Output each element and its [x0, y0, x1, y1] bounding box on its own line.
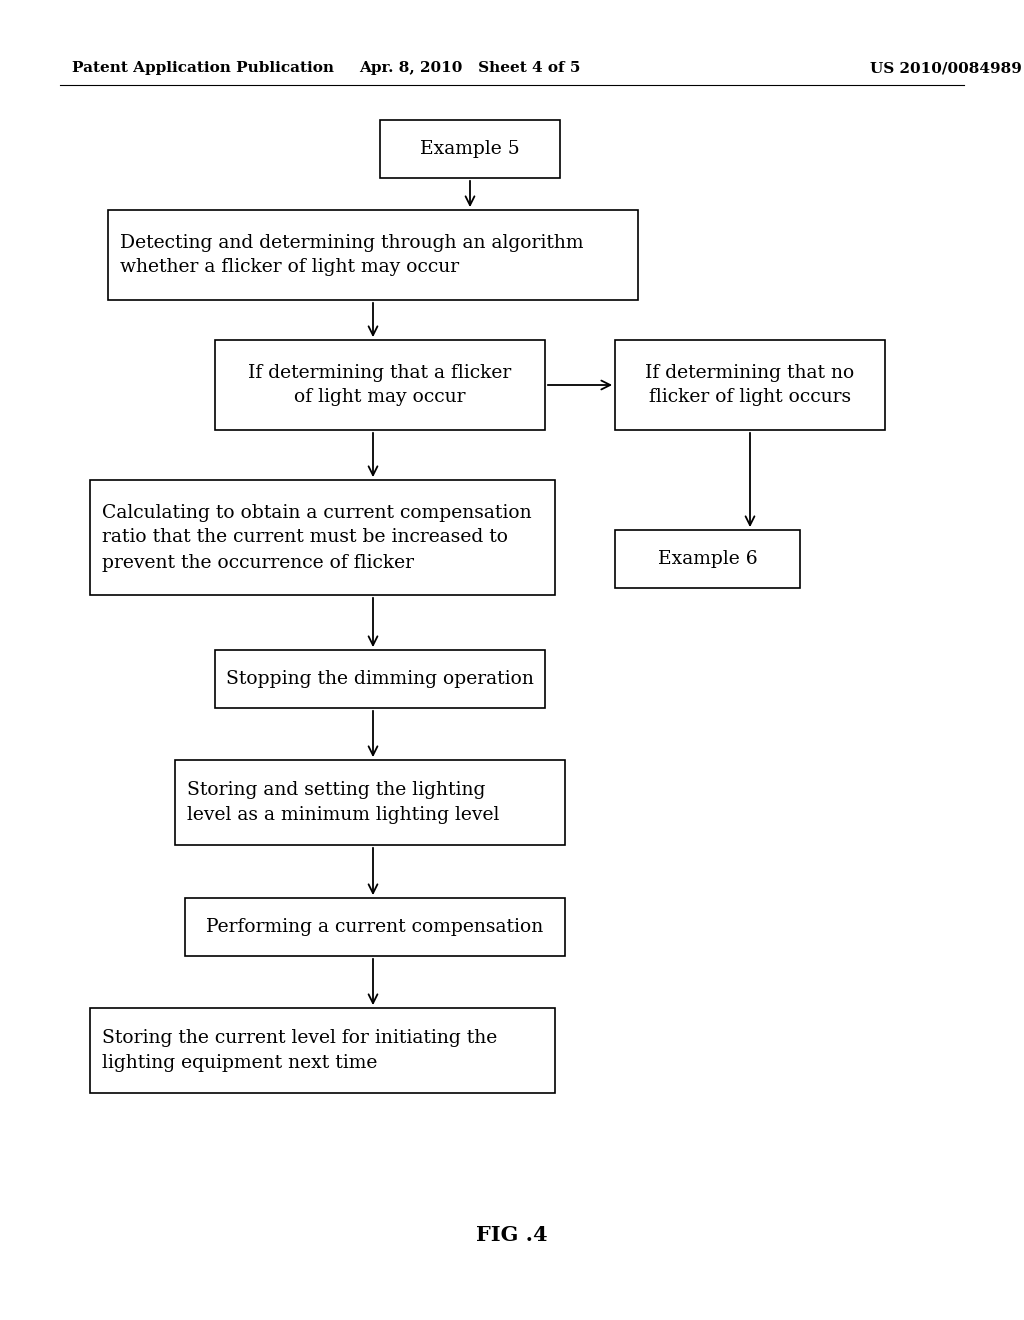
- Text: Example 6: Example 6: [657, 550, 758, 568]
- Text: Example 5: Example 5: [420, 140, 520, 158]
- Bar: [615, 531, 800, 587]
- Bar: [215, 341, 545, 430]
- Bar: [615, 341, 885, 430]
- Text: If determining that a flicker
of light may occur: If determining that a flicker of light m…: [249, 363, 512, 407]
- Bar: [185, 898, 565, 956]
- Text: Calculating to obtain a current compensation
ratio that the current must be incr: Calculating to obtain a current compensa…: [102, 503, 531, 572]
- Bar: [90, 480, 555, 595]
- Bar: [90, 1008, 555, 1093]
- Text: Stopping the dimming operation: Stopping the dimming operation: [226, 671, 534, 688]
- Bar: [380, 120, 560, 178]
- Text: If determining that no
flicker of light occurs: If determining that no flicker of light …: [645, 363, 855, 407]
- Bar: [108, 210, 638, 300]
- Text: Storing and setting the lighting
level as a minimum lighting level: Storing and setting the lighting level a…: [187, 781, 500, 824]
- Text: Apr. 8, 2010   Sheet 4 of 5: Apr. 8, 2010 Sheet 4 of 5: [359, 61, 581, 75]
- Text: Detecting and determining through an algorithm
whether a flicker of light may oc: Detecting and determining through an alg…: [120, 234, 584, 276]
- Text: US 2010/0084989 A1: US 2010/0084989 A1: [870, 61, 1024, 75]
- Text: Performing a current compensation: Performing a current compensation: [207, 917, 544, 936]
- Bar: [215, 649, 545, 708]
- Text: FIG .4: FIG .4: [476, 1225, 548, 1245]
- Bar: [175, 760, 565, 845]
- Text: Storing the current level for initiating the
lighting equipment next time: Storing the current level for initiating…: [102, 1030, 498, 1072]
- Text: Patent Application Publication: Patent Application Publication: [72, 61, 334, 75]
